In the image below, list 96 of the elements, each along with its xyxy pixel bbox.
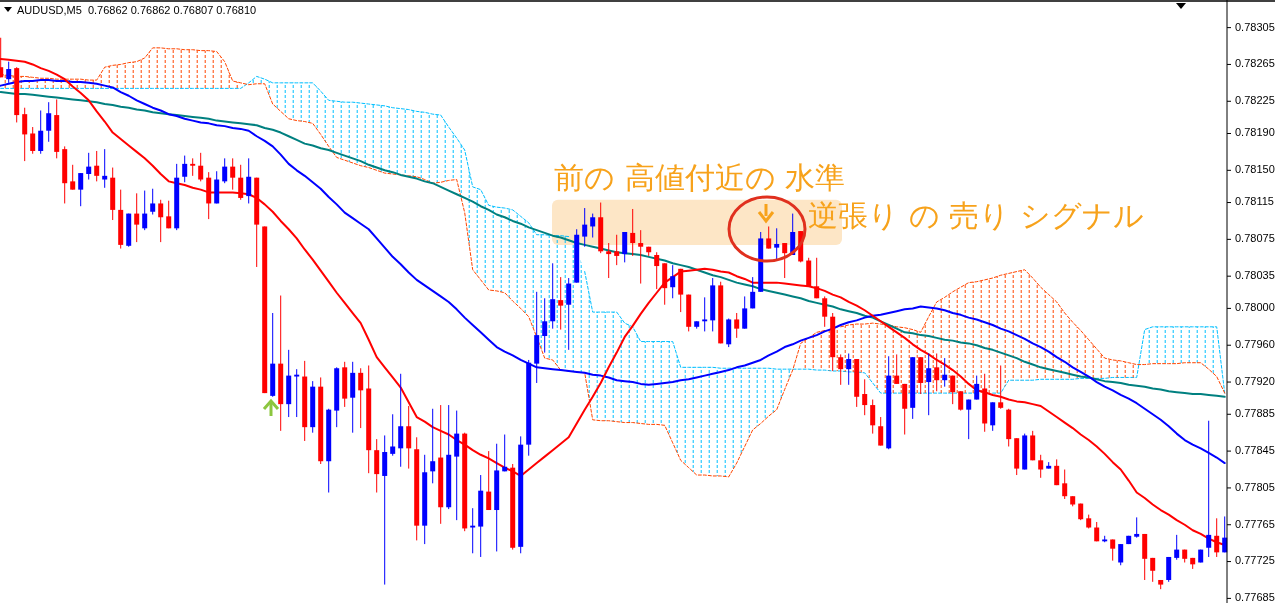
candlestick <box>822 295 828 328</box>
candlestick <box>870 399 876 435</box>
candlestick <box>742 295 748 330</box>
candlestick <box>454 410 460 521</box>
candlestick <box>606 242 612 279</box>
y-tick-label: 0.77920 <box>1235 374 1275 387</box>
candlestick <box>582 207 588 248</box>
candlestick <box>1062 469 1068 500</box>
candlestick <box>734 312 740 339</box>
candlestick <box>390 413 396 457</box>
candlestick <box>214 170 220 204</box>
candlestick <box>398 373 404 468</box>
candlestick <box>558 276 564 331</box>
candlestick <box>894 353 900 385</box>
candlestick <box>814 257 820 299</box>
candlestick <box>294 368 300 418</box>
candlestick <box>86 152 92 181</box>
candlestick <box>926 353 932 416</box>
candlestick <box>182 155 188 183</box>
candlestick <box>1174 534 1180 561</box>
y-tick-label: 0.77960 <box>1235 338 1275 351</box>
candlestick <box>702 296 708 332</box>
candlestick <box>590 213 596 239</box>
candlestick <box>246 157 252 204</box>
candlestick <box>78 172 84 207</box>
candlestick <box>406 405 412 470</box>
candlestick <box>70 164 76 191</box>
candlestick <box>966 399 972 440</box>
candlestick <box>30 126 36 155</box>
candlestick <box>238 164 244 201</box>
candlestick <box>566 277 572 351</box>
candlestick <box>878 416 884 447</box>
candlestick <box>430 408 436 484</box>
candlestick <box>38 109 44 155</box>
candlestick <box>1118 543 1124 566</box>
candlestick <box>22 107 28 162</box>
y-tick-label: 0.78035 <box>1235 269 1275 282</box>
y-tick-label: 0.78115 <box>1235 195 1274 208</box>
candlestick <box>614 234 620 266</box>
candlestick <box>142 190 148 231</box>
candlestick <box>470 507 476 554</box>
candlestick <box>158 199 164 243</box>
candlestick <box>782 242 788 279</box>
candlestick <box>1110 538 1116 562</box>
candlestick <box>358 367 364 429</box>
y-tick-label: 0.78150 <box>1235 163 1275 176</box>
candlestick <box>846 353 852 386</box>
y-tick-label: 0.78305 <box>1235 20 1275 33</box>
candlestick <box>46 101 52 143</box>
candlestick <box>934 353 940 392</box>
candlestick <box>382 434 388 586</box>
band-label: 前の 高値付近の 水準 <box>554 159 846 195</box>
candlestick <box>542 297 548 354</box>
y-tick-label: 0.77725 <box>1235 554 1275 567</box>
candlestick <box>654 251 660 290</box>
candlestick <box>950 375 956 405</box>
candlestick <box>134 192 140 243</box>
candlestick <box>974 375 980 401</box>
candlestick <box>94 150 100 182</box>
candlestick <box>622 231 628 263</box>
y-tick-label: 0.78265 <box>1235 57 1275 70</box>
y-tick-label: 0.77765 <box>1235 517 1275 530</box>
candlestick <box>958 390 964 412</box>
candlestick <box>638 229 644 285</box>
candlestick <box>630 208 636 257</box>
y-tick-label: 0.77845 <box>1235 444 1275 457</box>
candlestick <box>102 148 108 189</box>
candlestick <box>838 353 844 386</box>
candlestick <box>486 450 492 511</box>
candlestick <box>1134 516 1140 539</box>
candlestick <box>190 157 196 177</box>
candlestick <box>766 225 772 250</box>
annotation: 逆張り の 売り シグナル <box>808 198 1144 233</box>
candlestick <box>998 364 1004 410</box>
y-tick-label: 0.77805 <box>1235 480 1275 493</box>
candlestick <box>1166 556 1172 583</box>
candlestick <box>198 152 204 182</box>
candlestick <box>750 276 756 309</box>
chart-title: AUDUSD,M5 0.76862 0.76862 0.76807 0.76810 <box>17 4 257 16</box>
candlestick <box>166 200 172 229</box>
candlestick <box>1038 454 1044 479</box>
y-tick-label: 0.78190 <box>1235 126 1275 139</box>
candlestick <box>230 157 236 191</box>
candlestick <box>374 438 380 494</box>
candlestick <box>550 262 556 330</box>
candlestick <box>1054 458 1060 486</box>
candlestick <box>990 401 996 432</box>
candlestick <box>670 264 676 299</box>
y-tick-label: 0.78075 <box>1235 232 1275 245</box>
y-tick-label: 0.78225 <box>1235 94 1275 107</box>
candlestick <box>150 188 156 215</box>
candlestick <box>862 378 868 416</box>
y-tick-label: 0.77685 <box>1235 591 1275 603</box>
candlestick <box>222 157 228 184</box>
y-tick-label: 0.77885 <box>1235 407 1275 420</box>
y-tick-label: 0.78000 <box>1235 301 1275 314</box>
